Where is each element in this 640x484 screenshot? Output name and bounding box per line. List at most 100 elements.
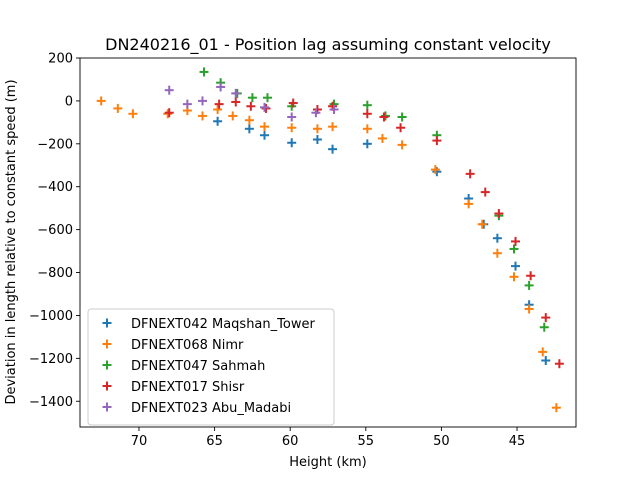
data-point bbox=[538, 347, 548, 357]
y-tick-label: −600 bbox=[37, 223, 73, 238]
x-axis-ticks: 70 65 60 55 50 45 bbox=[131, 427, 526, 449]
data-point bbox=[362, 124, 372, 134]
data-point bbox=[214, 99, 224, 109]
data-point bbox=[213, 104, 223, 114]
plot-marks bbox=[96, 67, 564, 413]
data-point bbox=[216, 82, 226, 92]
data-point bbox=[430, 165, 440, 175]
data-point bbox=[492, 233, 502, 243]
y-axis-label: Deviation in length relative to constant… bbox=[4, 79, 19, 404]
data-point bbox=[311, 108, 321, 118]
data-point bbox=[328, 144, 338, 154]
y-tick-label: −1400 bbox=[29, 395, 73, 410]
data-point bbox=[288, 98, 298, 108]
data-point bbox=[197, 96, 207, 106]
data-point bbox=[113, 103, 123, 113]
data-point bbox=[96, 96, 106, 106]
data-point bbox=[182, 99, 192, 109]
data-point bbox=[494, 209, 504, 219]
x-tick-label: 50 bbox=[433, 434, 450, 449]
data-point bbox=[287, 123, 297, 133]
legend-label: DFNEXT017 Shisr bbox=[131, 380, 245, 395]
data-point bbox=[287, 138, 297, 148]
data-point bbox=[312, 135, 322, 145]
data-point bbox=[259, 102, 269, 112]
data-point bbox=[397, 140, 407, 150]
data-point bbox=[197, 111, 207, 121]
data-point bbox=[362, 139, 372, 149]
data-point bbox=[312, 124, 322, 134]
legend-label: DFNEXT023 Abu_Madabi bbox=[131, 401, 291, 416]
data-point bbox=[396, 123, 406, 133]
legend-label: DFNEXT042 Maqshan_Tower bbox=[131, 317, 315, 332]
data-point bbox=[231, 97, 241, 107]
x-tick-label: 60 bbox=[282, 434, 299, 449]
data-point bbox=[259, 130, 269, 140]
data-point bbox=[524, 280, 534, 290]
y-tick-label: −400 bbox=[37, 180, 73, 195]
data-point bbox=[541, 313, 551, 323]
data-point bbox=[524, 304, 534, 314]
data-point bbox=[247, 93, 257, 103]
legend-label: DFNEXT047 Sahmah bbox=[131, 359, 265, 374]
data-point bbox=[163, 109, 173, 119]
x-tick-label: 45 bbox=[509, 434, 526, 449]
x-tick-label: 55 bbox=[358, 434, 375, 449]
data-point bbox=[380, 111, 390, 121]
y-tick-label: −200 bbox=[37, 137, 73, 152]
legend-box bbox=[87, 308, 335, 426]
legend-entry: DFNEXT068 Nimr bbox=[102, 338, 244, 353]
x-tick-label: 70 bbox=[131, 434, 148, 449]
legend-label: DFNEXT068 Nimr bbox=[131, 338, 244, 353]
x-tick-label: 65 bbox=[206, 434, 223, 449]
data-point bbox=[397, 112, 407, 122]
data-point bbox=[213, 116, 223, 126]
data-point bbox=[551, 403, 561, 413]
data-point bbox=[526, 271, 536, 281]
data-point bbox=[541, 355, 551, 365]
y-tick-label: −800 bbox=[37, 266, 73, 281]
data-point bbox=[231, 88, 241, 98]
plot-frame bbox=[79, 57, 577, 428]
y-tick-label: 200 bbox=[48, 52, 73, 67]
data-point bbox=[539, 322, 549, 332]
data-point bbox=[287, 112, 297, 122]
data-point bbox=[246, 101, 256, 111]
data-point bbox=[465, 169, 475, 179]
data-point bbox=[377, 133, 387, 143]
legend-entry: DFNEXT042 Maqshan_Tower bbox=[102, 317, 315, 332]
data-point bbox=[511, 261, 521, 271]
data-point bbox=[244, 124, 254, 134]
data-point bbox=[164, 108, 174, 118]
y-tick-label: 0 bbox=[65, 94, 73, 109]
data-point bbox=[362, 100, 372, 110]
y-tick-label: −1000 bbox=[29, 309, 73, 324]
data-point bbox=[259, 122, 269, 132]
data-point bbox=[379, 112, 389, 122]
chart-title: DN240216_01 - Position lag assuming cons… bbox=[105, 35, 551, 55]
legend-entry: DFNEXT023 Abu_Madabi bbox=[102, 401, 291, 416]
data-point bbox=[509, 272, 519, 282]
data-point bbox=[329, 104, 339, 114]
x-axis-label: Height (km) bbox=[289, 455, 366, 470]
y-axis-ticks: 200 0 −200 −400 −600 −800 −1000 −1200 −1400 bbox=[29, 52, 80, 410]
data-point bbox=[511, 236, 521, 246]
data-point bbox=[480, 187, 490, 197]
data-point bbox=[432, 136, 442, 146]
legend-entry: DFNEXT047 Sahmah bbox=[102, 359, 265, 374]
data-point bbox=[261, 103, 271, 113]
y-tick-label: −1200 bbox=[29, 352, 73, 367]
data-point bbox=[509, 244, 519, 254]
data-point bbox=[362, 109, 372, 119]
data-point bbox=[492, 248, 502, 258]
data-point bbox=[128, 109, 138, 119]
data-point bbox=[164, 85, 174, 95]
data-point bbox=[477, 219, 487, 229]
data-point bbox=[199, 67, 209, 77]
data-point bbox=[464, 199, 474, 209]
data-point bbox=[554, 359, 564, 369]
data-point bbox=[263, 93, 273, 103]
legend-entry: DFNEXT017 Shisr bbox=[102, 380, 245, 395]
